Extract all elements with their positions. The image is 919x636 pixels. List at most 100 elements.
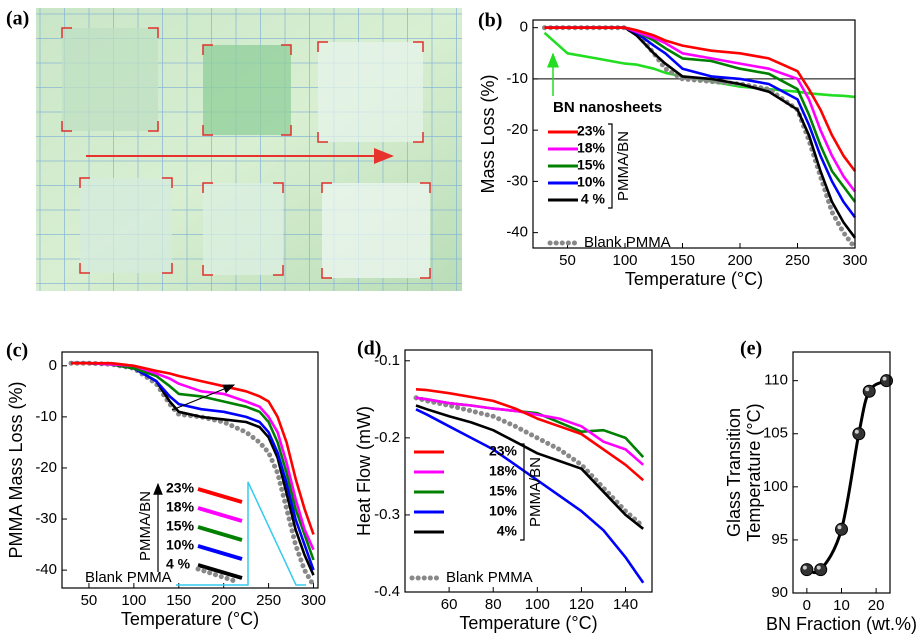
corner-mark [61, 121, 72, 132]
data-line [544, 26, 857, 172]
legend-label: 10% [166, 537, 195, 553]
legend-swatch [197, 525, 243, 542]
corner-mark [317, 132, 328, 143]
legend-label: 18% [489, 463, 518, 479]
panel-label: (a) [6, 8, 29, 30]
legend-label: 10% [489, 503, 518, 519]
legend-label: 23% [489, 443, 518, 459]
legend-label: 4 % [581, 191, 606, 207]
y-tick-label: 90 [771, 584, 788, 601]
legend-label: Blank PMMA [85, 569, 172, 586]
x-tick-label: 100 [121, 592, 146, 609]
corner-mark [162, 177, 173, 188]
legend-title: PMMA/BN [527, 457, 544, 527]
y-tick-label: -30 [35, 510, 57, 527]
x-tick-label: 150 [670, 252, 695, 269]
y-axis-label: Glass Transition [724, 408, 744, 537]
x-tick-label: 0 [803, 597, 811, 614]
fit-curve [806, 379, 888, 575]
y-axis-label: Temperature (°C) [744, 403, 764, 541]
legend-swatch [197, 544, 243, 561]
data-point [880, 374, 894, 388]
legend-swatch [195, 566, 241, 585]
y-tick-label: -30 [506, 172, 528, 189]
corner-mark [317, 41, 328, 52]
data-point [835, 522, 848, 536]
x-tick-label: 200 [211, 592, 236, 609]
plot-frame [532, 19, 856, 249]
corner-mark [413, 41, 424, 52]
y-axis-label: PMMA Mass Loss (%) [6, 381, 26, 558]
legend-label: 18% [577, 140, 606, 156]
x-axis-label: Temperature (°C) [121, 609, 259, 629]
corner-mark [321, 268, 332, 279]
legend-label: 10% [577, 174, 606, 190]
corner-mark [321, 182, 332, 193]
corner-mark [273, 265, 284, 276]
data-line [415, 408, 645, 584]
point-highlight [865, 387, 870, 392]
x-tick-label: 100 [525, 596, 550, 613]
corner-mark [281, 125, 292, 136]
x-axis-label: Temperature (°C) [459, 613, 597, 633]
plot-frame [404, 349, 653, 593]
panel-label: (c) [6, 340, 28, 362]
x-tick-label: 120 [569, 596, 594, 613]
x-tick-label: 200 [727, 252, 752, 269]
x-tick-label: 300 [301, 592, 326, 609]
y-tick-label: -0.3 [374, 506, 400, 523]
y-tick-label: -0.2 [374, 429, 400, 446]
point-highlight [882, 376, 887, 381]
x-tick-label: 250 [785, 252, 810, 269]
legend-bracket [520, 443, 525, 541]
legend-label: 18% [166, 499, 195, 515]
film-sample [322, 183, 430, 278]
x-tick-label: 80 [485, 596, 502, 613]
data-point [862, 384, 876, 398]
legend-label: 23% [577, 123, 606, 139]
x-tick-label: 50 [559, 252, 576, 269]
y-tick-label: 0 [49, 357, 57, 374]
point-highlight [837, 525, 842, 530]
legend-label: Blank PMMA [584, 234, 671, 251]
corner-mark [148, 121, 159, 132]
y-tick-label: 0 [520, 19, 528, 36]
legend-bracket [608, 123, 613, 209]
data-point [814, 563, 828, 577]
panel-label: (e) [740, 338, 762, 360]
y-tick-label: -20 [506, 121, 528, 138]
plot-frame [61, 351, 319, 589]
y-tick-label: 105 [763, 425, 788, 442]
x-tick-label: 250 [256, 592, 281, 609]
legend-title: PMMA/BN [137, 491, 154, 561]
y-tick-label: -40 [35, 561, 57, 578]
corner-mark [420, 268, 431, 279]
y-axis-label: Heat Flow (mW) [354, 406, 374, 536]
inset-outline [176, 481, 306, 586]
y-tick-label: -10 [506, 70, 528, 87]
x-tick-label: 300 [842, 252, 867, 269]
y-tick-label: -0.4 [374, 583, 400, 600]
legend-swatch [197, 506, 243, 523]
corner-mark [148, 27, 159, 38]
legend-label: Blank PMMA [446, 569, 533, 586]
x-tick-label: 140 [613, 596, 638, 613]
x-tick-label: 100 [612, 252, 637, 269]
x-tick-label: 50 [81, 592, 98, 609]
x-tick-label: 150 [166, 592, 191, 609]
data-line [413, 395, 646, 529]
legend-label: 4 % [166, 556, 191, 572]
y-tick-label: -10 [35, 408, 57, 425]
point-highlight [802, 565, 807, 570]
x-tick-label: 20 [868, 597, 885, 614]
trend-arrow [171, 384, 236, 411]
panel-label: (b) [478, 10, 502, 32]
corner-mark [79, 263, 90, 274]
y-tick-label: 100 [763, 478, 788, 495]
plot-frame [792, 351, 891, 594]
corner-mark [202, 44, 213, 55]
corner-mark [202, 125, 213, 136]
film-sample [80, 178, 172, 273]
point-highlight [816, 565, 821, 570]
